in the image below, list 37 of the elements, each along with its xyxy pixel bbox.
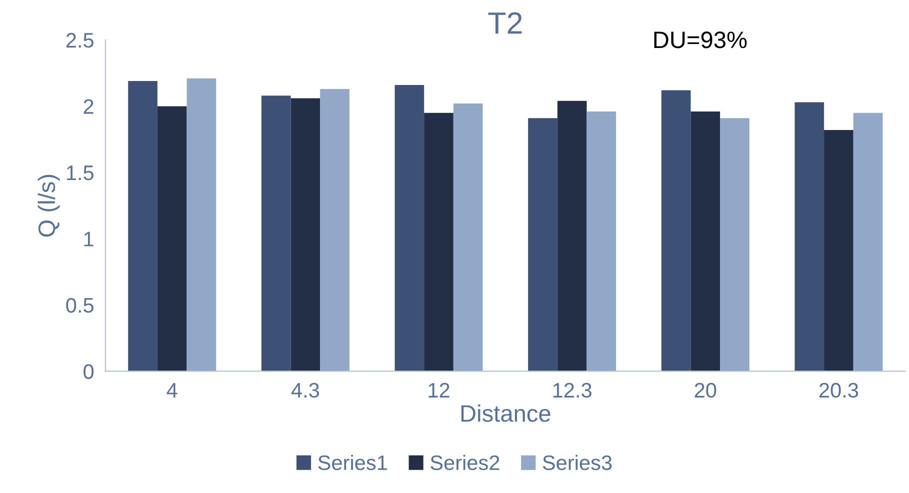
bar xyxy=(824,130,854,372)
bar xyxy=(794,102,824,372)
bar xyxy=(720,118,750,372)
y-tick-label: 0 xyxy=(84,364,94,379)
bar xyxy=(157,106,187,372)
x-tick-label: 4 xyxy=(166,383,178,398)
x-tick-label: 12 xyxy=(428,382,450,398)
x-tick-label: 12.3 xyxy=(553,382,592,398)
bar xyxy=(290,98,320,372)
bar xyxy=(586,111,616,372)
y-axis-title: Q (l/s) xyxy=(38,174,60,237)
bar xyxy=(261,96,291,372)
y-tick-label: 0.5 xyxy=(66,298,94,313)
legend-label: Series1 xyxy=(318,454,387,470)
bar xyxy=(853,112,883,372)
x-tick-label: 20.3 xyxy=(819,382,858,398)
bar xyxy=(320,88,350,372)
y-tick-label: 1.5 xyxy=(66,166,94,180)
legend-label: Series2 xyxy=(430,454,500,470)
bar xyxy=(690,111,720,372)
bar xyxy=(128,81,158,372)
x-axis-title: Distance xyxy=(461,404,550,422)
x-tick-label: 20 xyxy=(694,382,716,398)
annotation: DU=93% xyxy=(654,32,747,48)
bar xyxy=(394,84,424,372)
y-tick-label: 2.5 xyxy=(66,32,94,48)
bar xyxy=(186,78,216,372)
y-tick-label: 2 xyxy=(84,99,94,114)
bar xyxy=(661,90,691,372)
legend-label: Series3 xyxy=(542,454,612,470)
chart-title: T2 xyxy=(488,12,522,34)
x-tick-label: 4.3 xyxy=(291,382,319,398)
y-tick-label: 1 xyxy=(84,232,94,246)
bar xyxy=(453,104,483,372)
bar xyxy=(528,118,558,372)
bar xyxy=(424,112,454,372)
bar xyxy=(557,100,587,372)
